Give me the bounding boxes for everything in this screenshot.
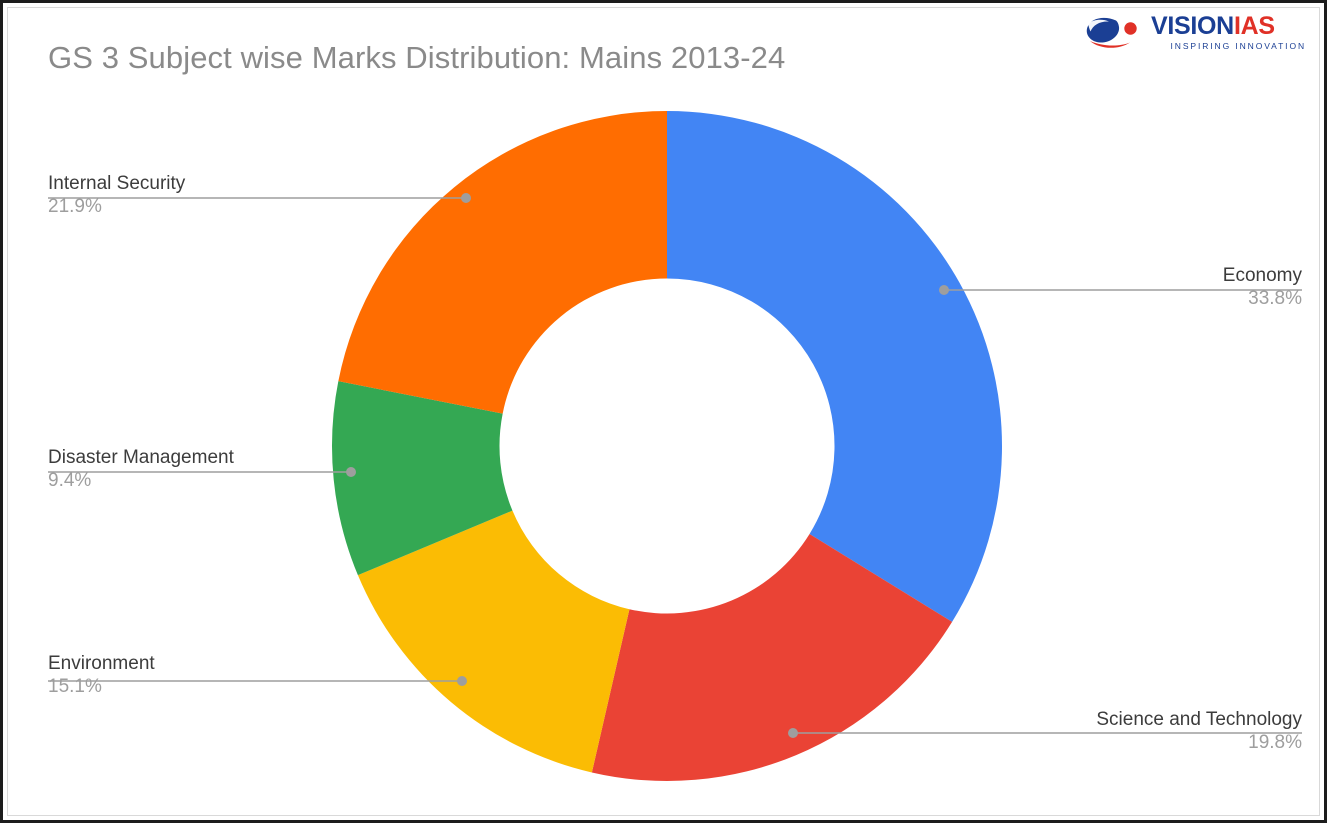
logo-vision-text: VISION xyxy=(1151,12,1234,40)
slice-label-disaster-management: Disaster Management 9.4% xyxy=(48,446,234,492)
slice-label-percent: 33.8% xyxy=(1248,288,1302,309)
slice-label-name: Science and Technology xyxy=(1096,709,1302,730)
visionias-wordmark: VISIONIAS xyxy=(1151,12,1307,40)
slice-label-percent: 9.4% xyxy=(48,470,92,491)
slice-label-environment: Environment 15.1% xyxy=(48,652,155,698)
visionias-logo-mark xyxy=(1086,17,1137,48)
slice-label-name: Economy xyxy=(1222,265,1302,286)
slice-label-name: Internal Security xyxy=(48,173,186,194)
slice-label-percent: 15.1% xyxy=(48,676,102,697)
logo-ias-text: IAS xyxy=(1233,12,1275,40)
slice-label-name: Environment xyxy=(48,653,155,674)
logo-tagline: INSPIRING INNOVATION xyxy=(1170,41,1306,51)
slice-label-science-and-technology: Science and Technology 19.8% xyxy=(1096,708,1302,754)
visionias-logo: VISIONIAS INSPIRING INNOVATION xyxy=(1085,12,1307,58)
slice-label-percent: 21.9% xyxy=(48,196,102,217)
chart-title: GS 3 Subject wise Marks Distribution: Ma… xyxy=(48,40,786,75)
slice-label-economy: Economy 33.8% xyxy=(1223,264,1302,310)
slice-label-percent: 19.8% xyxy=(1248,732,1302,753)
slice-label-name: Disaster Management xyxy=(48,447,234,468)
visionias-logo-text: VISIONIAS INSPIRING INNOVATION xyxy=(1151,12,1307,52)
slice-label-internal-security: Internal Security 21.9% xyxy=(48,172,185,218)
